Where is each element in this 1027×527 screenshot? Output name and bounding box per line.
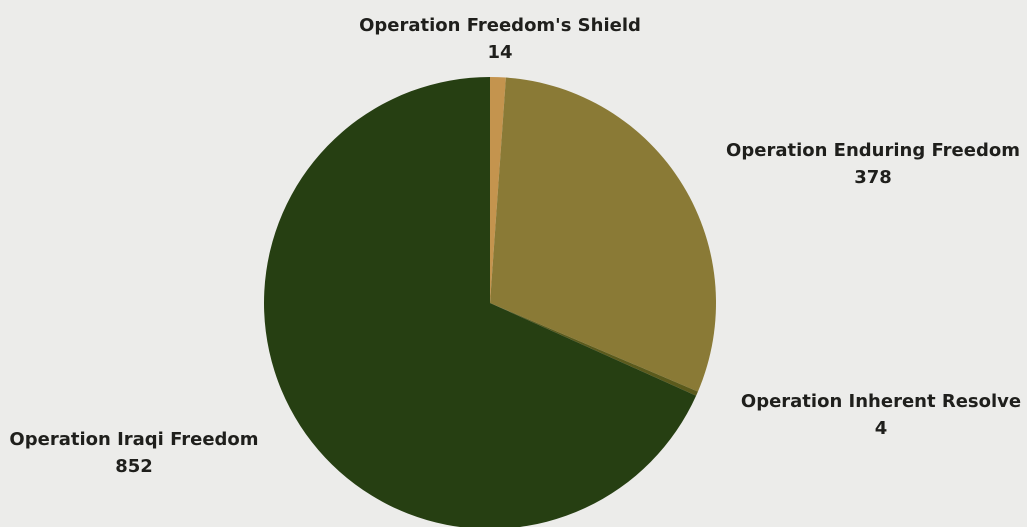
label-operation-enduring-freedom-name: Operation Enduring Freedom [726,140,1020,161]
label-operation-iraqi-freedom: Operation Iraqi Freedom 852 [9,426,258,480]
label-operation-enduring-freedom-value: 378 [854,167,892,188]
label-operation-inherent-resolve: Operation Inherent Resolve 4 [741,388,1021,442]
label-operation-inherent-resolve-name: Operation Inherent Resolve [740,391,1022,412]
slice-operation-iraqi-freedom [264,77,697,527]
label-operation-freedoms-shield-value: 14 [487,42,513,63]
slice-operation-inherent-resolve [490,303,698,396]
label-operation-iraqi-freedom-value: 852 [115,456,153,477]
label-operation-inherent-resolve-value: 4 [874,418,888,439]
label-operation-freedoms-shield-name: Operation Freedom's Shield [359,15,641,36]
slice-operation-enduring-freedom [490,77,717,392]
label-operation-freedoms-shield: Operation Freedom's Shield 14 [359,12,641,66]
label-operation-enduring-freedom: Operation Enduring Freedom 378 [726,137,1020,191]
label-operation-iraqi-freedom-name: Operation Iraqi Freedom [9,429,259,450]
slice-operation-freedom-s-shield [490,77,506,303]
